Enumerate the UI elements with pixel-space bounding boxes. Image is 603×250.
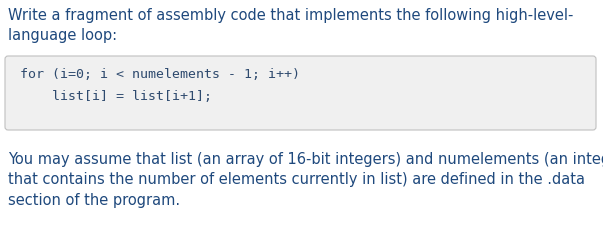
Text: Write a fragment of assembly code that implements the following high-level-
lang: Write a fragment of assembly code that i… <box>8 8 573 43</box>
Text: You may assume that list (an array of 16-bit integers) and numelements (an integ: You may assume that list (an array of 16… <box>8 152 603 207</box>
FancyBboxPatch shape <box>5 57 596 130</box>
Text: for (i=0; i < numelements - 1; i++): for (i=0; i < numelements - 1; i++) <box>20 68 300 81</box>
Text: list[i] = list[i+1];: list[i] = list[i+1]; <box>20 90 212 102</box>
